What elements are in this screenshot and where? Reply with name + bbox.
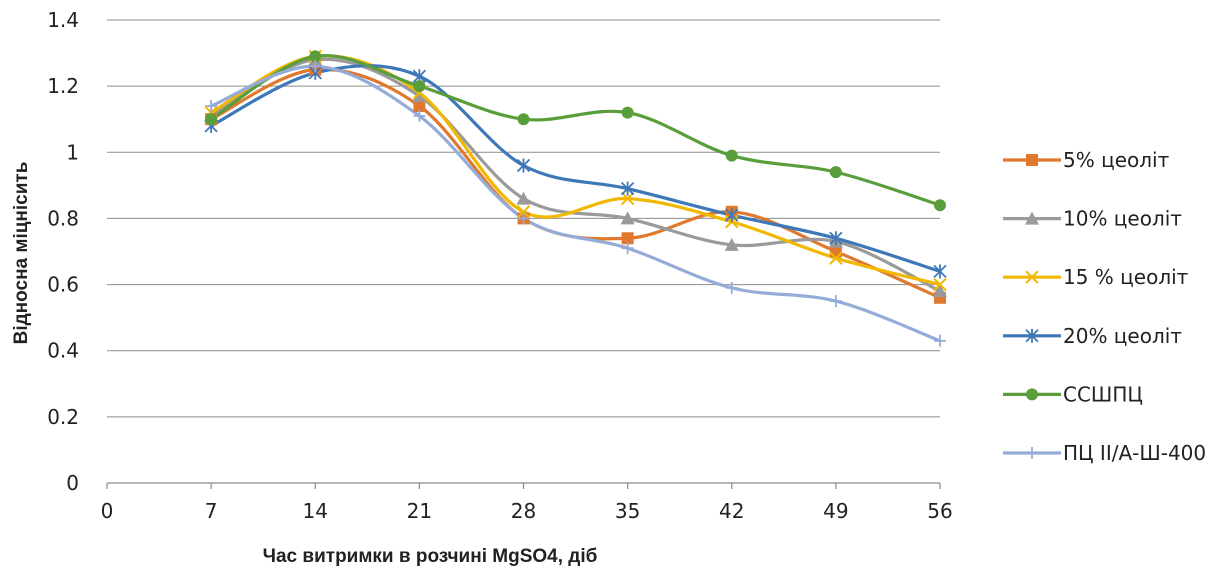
data-point-series-6 [205,99,218,112]
data-point-series-4 [933,264,947,279]
legend-label-2: 10% цеоліт [1063,207,1182,231]
data-point-series-2 [412,89,427,103]
data-point-series-2 [516,191,531,205]
data-point-series-5 [309,50,322,63]
series-line-6 [209,64,942,343]
y-tick-label: 0.6 [47,273,79,297]
data-point-series-1 [413,99,426,112]
data-point-series-5 [829,166,842,179]
y-tick-label: 0.8 [47,206,79,230]
series-lines [209,53,942,343]
legend-label-6: ПЦ II/А-Ш-400 [1063,441,1206,465]
data-point-series-3 [933,277,947,292]
data-point-series-6 [621,242,634,255]
data-point-series-6 [829,295,842,308]
data-point-series-3 [620,191,635,206]
data-point-series-5 [205,113,218,126]
gridlines [107,19,940,418]
legend-label-3: 15 % цеоліт [1063,265,1189,289]
y-axis-title: Відносна міцнісить [11,162,32,345]
legend-marker-3 [1025,270,1039,284]
data-point-series-5 [934,199,946,212]
data-point-series-6 [517,212,530,225]
data-point-series-5 [725,149,738,162]
x-tick-label: 14 [303,499,328,523]
data-point-series-2 [933,284,947,298]
axes [106,482,941,489]
legend-marker-6 [1026,447,1038,459]
x-tick-label: 35 [615,499,640,523]
legend-marker-2 [1025,211,1039,225]
data-point-series-1 [621,232,634,245]
data-point-series-4 [620,181,635,196]
y-tick-label: 1.4 [47,8,79,32]
tick-labels: 0 0.2 0.4 0.6 0.8 1 1.2 1.4 0 7 14 21 28 35 42 49 56 [47,8,953,523]
data-point-series-6 [725,281,738,294]
x-tick-label: 7 [205,499,218,523]
series-line-4 [209,64,942,273]
data-point-series-6 [309,60,322,73]
data-point-series-5 [517,113,530,126]
x-tick-label: 0 [101,499,114,523]
data-point-series-3 [516,205,531,219]
data-point-series-4 [516,158,531,173]
data-point-series-5 [413,80,426,93]
data-point-series-2 [620,211,635,225]
y-tick-label: 0.4 [47,339,79,363]
data-point-series-6 [413,109,426,122]
legend-marker-1 [1026,154,1038,166]
legend-marker-5 [1026,388,1038,401]
data-point-series-3 [829,251,843,265]
series-markers [204,49,947,347]
x-tick-label: 56 [927,499,952,523]
legend-label-5: ССШПЦ [1063,382,1143,406]
data-point-series-6 [934,334,946,347]
data-point-series-4 [725,208,739,223]
data-point-series-5 [621,106,634,119]
legend: 5% цеоліт 10% цеоліт 15 % цеоліт 20% цеоліт… [1003,148,1206,465]
y-tick-label: 1 [66,140,79,164]
data-point-series-2 [724,237,739,251]
legend-marker-4 [1025,328,1039,343]
y-tick-label: 1.2 [47,74,79,98]
x-tick-label: 21 [407,499,432,523]
legend-label-1: 5% цеоліт [1063,148,1170,172]
x-tick-label: 49 [823,499,848,523]
x-tick-label: 28 [511,499,536,523]
series-line-2 [209,57,942,293]
x-tick-label: 42 [719,499,744,523]
data-point-series-4 [829,231,843,246]
y-tick-label: 0 [66,471,79,495]
legend-label-4: 20% цеоліт [1063,324,1182,348]
y-tick-label: 0.2 [47,405,79,429]
x-axis-title: Час витримки в розчині MgSO4, діб [263,546,598,567]
